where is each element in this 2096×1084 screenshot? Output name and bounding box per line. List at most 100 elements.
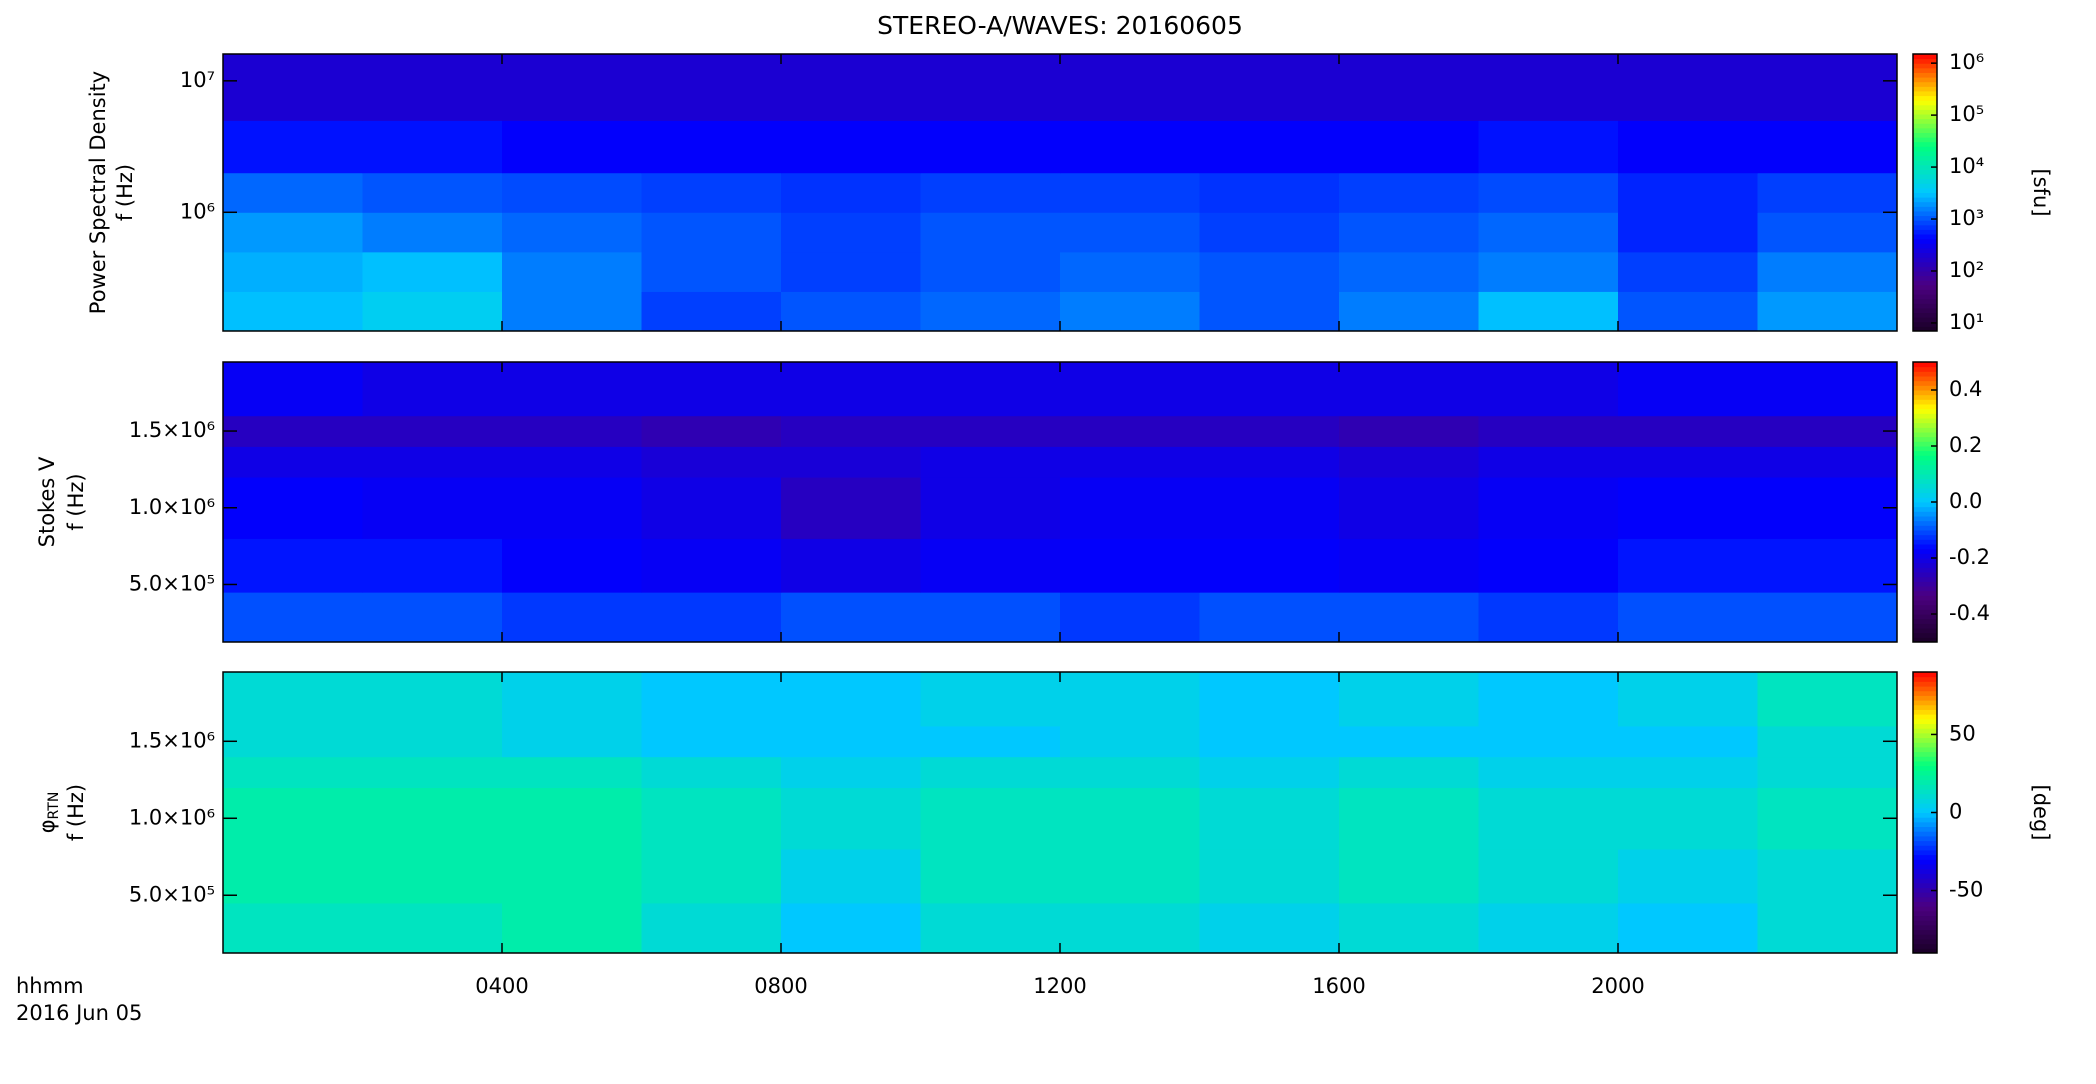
- colorbar-step: [1913, 775, 1937, 781]
- colorbar-step: [1913, 539, 1937, 545]
- spectrogram-cell: [1478, 787, 1619, 850]
- x-tick-label: 1200: [1033, 974, 1086, 998]
- spectrogram-cell: [1339, 212, 1479, 253]
- spectrogram-cell: [1199, 725, 1340, 758]
- spectrogram-cell: [1757, 592, 1898, 643]
- colorbar-step: [1913, 317, 1937, 323]
- colorbar-step: [1913, 732, 1937, 739]
- spectrogram-cell: [1199, 477, 1340, 539]
- colorbar-step: [1913, 187, 1937, 193]
- spectrogram-cell: [1199, 54, 1340, 121]
- spectrogram-cell: [1757, 672, 1898, 727]
- colorbar-step: [1913, 321, 1937, 327]
- spectrogram-cell: [502, 672, 642, 727]
- spectrogram-cell: [1199, 592, 1340, 643]
- spectrogram-cell: [1618, 902, 1758, 954]
- spectrogram-cell: [1478, 172, 1619, 213]
- spectrogram-cell: [1060, 362, 1200, 417]
- colorbar-step: [1913, 385, 1937, 391]
- spectrogram-cell: [1199, 251, 1340, 292]
- spectrogram-cell: [223, 477, 363, 539]
- colorbar-step: [1913, 737, 1937, 743]
- spectrogram-cell: [781, 120, 921, 174]
- colorbar-step: [1913, 742, 1937, 748]
- colorbar-step: [1913, 298, 1937, 304]
- colorbar-step: [1913, 714, 1937, 720]
- spectrogram-cell: [223, 415, 363, 447]
- colorbar-step: [1913, 756, 1937, 762]
- colorbar-step: [1913, 169, 1937, 175]
- colorbar-step: [1913, 229, 1937, 235]
- spectrogram-cell: [1478, 849, 1619, 904]
- spectrogram-cell: [1339, 538, 1479, 593]
- colorbar-step: [1913, 511, 1937, 517]
- colorbar-step: [1913, 197, 1937, 203]
- colorbar-step: [1913, 497, 1937, 503]
- spectrogram-cell: [362, 477, 503, 539]
- colorbar-step: [1913, 586, 1937, 592]
- chart-title: STEREO-A/WAVES: 20160605: [877, 11, 1243, 40]
- colorbar-step: [1913, 873, 1937, 879]
- spectrogram-cell: [1618, 415, 1758, 447]
- spectrogram-cell: [223, 756, 363, 788]
- colorbar-tick-label: 10³: [1949, 206, 1984, 230]
- colorbar-step: [1913, 600, 1937, 606]
- spectrogram-cell: [362, 725, 503, 758]
- colorbar-step: [1913, 896, 1937, 902]
- colorbar-step: [1913, 141, 1937, 147]
- colorbar-step: [1913, 460, 1937, 466]
- colorbar-step: [1913, 422, 1937, 428]
- spectrogram-cell: [781, 291, 921, 332]
- spectrogram-cell: [1478, 756, 1619, 788]
- colorbar-step: [1913, 548, 1937, 554]
- colorbar-step: [1913, 760, 1937, 767]
- y-axis-label-main: φ: [35, 819, 59, 833]
- spectrogram-cell: [1478, 446, 1619, 478]
- spectrogram-cell: [920, 120, 1061, 174]
- spectrogram-cell: [1757, 172, 1898, 213]
- spectrogram-cell: [1060, 251, 1200, 292]
- colorbar-tick-label: 0: [1949, 800, 1962, 824]
- colorbar-step: [1913, 516, 1937, 522]
- spectrogram-cell: [223, 849, 363, 904]
- spectrogram-cell: [641, 672, 782, 727]
- colorbar-step: [1913, 450, 1937, 456]
- spectrogram-cell: [1757, 538, 1898, 593]
- colorbar-step: [1913, 835, 1937, 842]
- spectrogram-cell: [781, 538, 921, 593]
- spectrogram-cell: [1757, 212, 1898, 253]
- colorbar-step: [1913, 178, 1937, 184]
- spectrogram-cell: [1478, 415, 1619, 447]
- colorbar-tick-label: 0.0: [1949, 489, 1982, 513]
- spectrogram-cell: [502, 787, 642, 850]
- spectrogram-cell: [1060, 172, 1200, 213]
- spectrogram-cell: [502, 446, 642, 478]
- colorbar-tick-label: 50: [1949, 721, 1976, 745]
- spectrogram-cell: [1478, 251, 1619, 292]
- colorbar-step: [1913, 399, 1937, 405]
- colorbar-step: [1913, 906, 1937, 912]
- colorbar-step: [1913, 817, 1937, 823]
- colorbar-step: [1913, 257, 1937, 263]
- spectrogram-cell: [1757, 446, 1898, 478]
- spectrogram-cell: [920, 849, 1061, 904]
- colorbar-step: [1913, 558, 1937, 564]
- y-axis-label-main: Stokes V: [35, 456, 59, 547]
- colorbar-step: [1913, 109, 1937, 115]
- colorbar-step: [1913, 859, 1937, 865]
- colorbar-step: [1913, 266, 1937, 272]
- colorbar-frame: [1912, 53, 1938, 332]
- colorbar-step: [1913, 576, 1937, 582]
- colorbar-tick-label: -50: [1949, 878, 1983, 902]
- spectrogram-cell: [1060, 446, 1200, 478]
- colorbar-step: [1913, 915, 1937, 921]
- spectrogram-cell: [1478, 54, 1619, 121]
- spectrogram-cell: [641, 415, 782, 447]
- spectrogram-cell: [920, 54, 1061, 121]
- colorbar-step: [1913, 609, 1937, 615]
- colorbar-step: [1913, 54, 1937, 60]
- colorbar-step: [1913, 929, 1937, 935]
- colorbar-step: [1913, 90, 1937, 97]
- spectrogram-cell: [502, 172, 642, 213]
- colorbar-step: [1913, 432, 1937, 438]
